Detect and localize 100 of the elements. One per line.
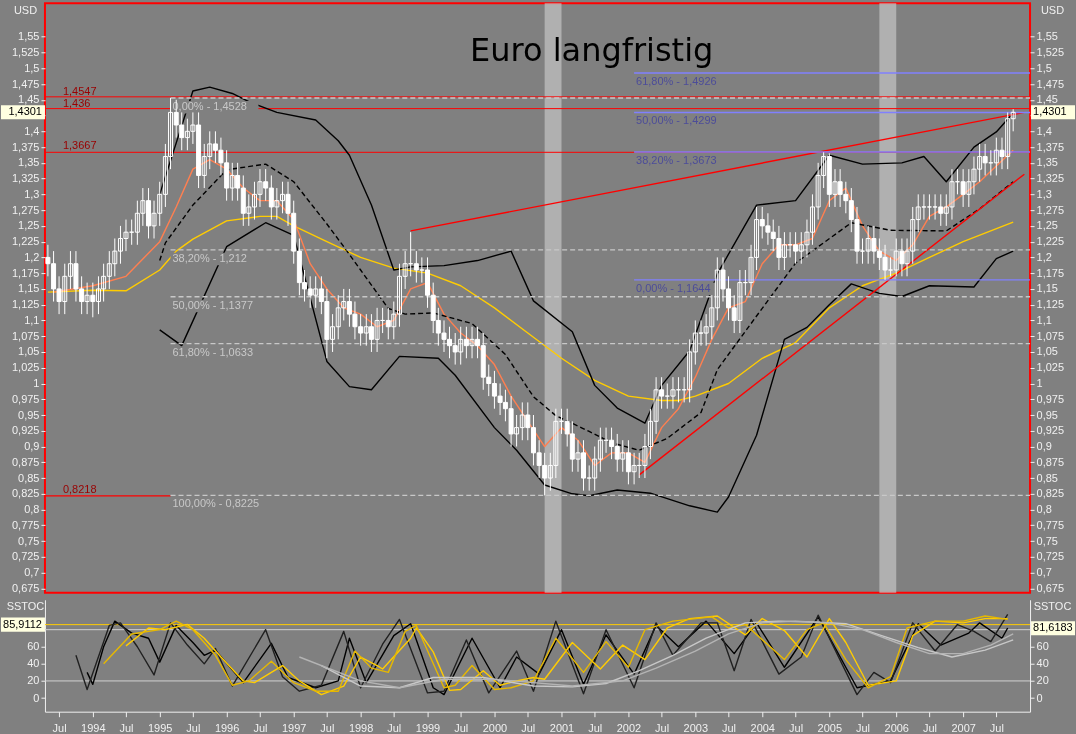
y2-tick-label: 0,8	[1036, 503, 1052, 516]
y-tick-label: 0,75	[18, 534, 40, 547]
x-tick-label: 2002	[616, 722, 642, 734]
text: Euro langfristig	[470, 31, 714, 70]
y2-tick-label: 1	[1036, 376, 1043, 389]
y2-tick-label: 40	[1036, 657, 1049, 670]
x-tick-label: Jul	[989, 722, 1004, 734]
x-tick-label: Jul	[454, 722, 469, 734]
y2-tick-label: 0,975	[1036, 392, 1064, 405]
y-tick-label: 0	[33, 691, 40, 704]
y2-tick-label: 1,55	[1036, 30, 1058, 43]
y2-tick-label: 0,95	[1036, 408, 1058, 421]
y-tick-label: 0,925	[12, 424, 40, 437]
x-tick-label: Jul	[387, 722, 402, 734]
y-tick-label: 1	[33, 376, 40, 389]
x-tick-label: Jul	[855, 722, 871, 734]
x-tick-label: 2003	[683, 722, 709, 734]
x-tick-label: Jul	[521, 722, 536, 734]
y2-tick-label: 1,1	[1036, 313, 1052, 326]
y2-tick-label: 1,4	[1036, 124, 1052, 137]
y2-tick-label: 0,675	[1036, 581, 1064, 594]
y2-tick-label: 1,45	[1036, 93, 1058, 106]
x-tick-label: 1996	[214, 722, 240, 734]
y-tick-label: 1,275	[12, 203, 40, 216]
text: 1,4301	[1033, 105, 1067, 118]
y2-axis-title: SSTOC	[1033, 600, 1072, 613]
x-tick-label: Jul	[186, 722, 201, 734]
x-tick-label: 2004	[750, 722, 775, 734]
annotation: 50,00% - 1,1377	[172, 298, 254, 311]
annotation: 100,00% - 0,8225	[172, 497, 260, 510]
ref-line-label: 1,436	[62, 96, 91, 109]
y-tick-label: 1,375	[12, 140, 40, 153]
y2-tick-label: 1,35	[1036, 156, 1058, 169]
y-tick-label: 1,225	[12, 235, 40, 248]
y-tick-label: 1,325	[12, 172, 40, 185]
y-tick-label: 1,025	[12, 361, 40, 374]
x-tick-label: 1997	[282, 722, 307, 734]
y-tick-label: 20	[27, 674, 40, 687]
y-tick-label: 1,5	[24, 61, 40, 74]
y-tick-label: 1,075	[12, 329, 40, 342]
y2-tick-label: 1,25	[1036, 219, 1058, 232]
y2-tick-label: 1,5	[1036, 61, 1052, 74]
y-tick-label: 0,675	[12, 581, 40, 594]
x-tick-label: Jul	[119, 722, 134, 734]
x-tick-label: 1994	[81, 722, 106, 734]
y2-tick-label: 0,85	[1036, 471, 1058, 484]
y2-tick-label: 1,325	[1036, 172, 1064, 185]
y-tick-label: 1,25	[18, 219, 40, 232]
y-tick-label: 40	[27, 657, 40, 670]
x-tick-label: Jul	[253, 722, 268, 734]
y-axis-title: SSTOC	[6, 600, 45, 613]
y2-axis-title: USD	[1040, 3, 1065, 16]
x-tick-label: Jul	[320, 722, 335, 734]
y-tick-label: 1,125	[12, 298, 40, 311]
x-tick-label: 2001	[549, 722, 575, 734]
x-tick-label: Jul	[721, 722, 737, 734]
y2-tick-label: 1,3	[1036, 187, 1052, 200]
y-tick-label: 1,05	[18, 345, 40, 358]
y-tick-label: 1,2	[24, 250, 40, 263]
annotation: 0,8218	[62, 482, 97, 495]
y2-tick-label: 1,175	[1036, 266, 1064, 279]
y-tick-label: 1,1	[24, 313, 40, 326]
y2-tick-label: 1,275	[1036, 203, 1064, 216]
y2-tick-label: 0,75	[1036, 534, 1058, 547]
x-tick-label: Jul	[52, 722, 67, 734]
annotation: 61,80% - 1,0633	[172, 345, 254, 358]
y-tick-label: 1,35	[18, 156, 40, 169]
y-tick-label: 0,775	[12, 518, 40, 531]
y2-tick-label: 20	[1036, 674, 1049, 687]
y-tick-label: 1,3	[24, 187, 40, 200]
y2-tick-label: 1,125	[1036, 298, 1064, 311]
y2-tick-label: 0,7	[1036, 566, 1052, 579]
y-tick-label: 0,725	[12, 550, 40, 563]
x-tick-label: 1995	[148, 722, 173, 734]
y-tick-label: 0,825	[12, 487, 40, 500]
x-tick-label: Jul	[922, 722, 937, 734]
x-tick-label: 2005	[817, 722, 843, 734]
y-tick-label: 60	[27, 640, 40, 653]
ref-line-label: 1,4547	[62, 84, 97, 97]
x-tick-label: 2007	[951, 722, 976, 734]
y-tick-label: 0,875	[12, 455, 40, 468]
x-tick-label: 1998	[348, 722, 374, 734]
annotation: 85,9112	[3, 617, 42, 630]
y-tick-label: 1,4	[24, 124, 40, 137]
y-tick-label: 0,7	[24, 566, 40, 579]
y2-tick-label: 1,05	[1036, 345, 1058, 358]
y2-tick-label: 0,925	[1036, 424, 1064, 437]
y2-tick-label: 1,025	[1036, 361, 1064, 374]
x-tick-label: Jul	[655, 722, 670, 734]
y-tick-label: 1,525	[12, 46, 40, 59]
y-tick-label: 1,15	[18, 282, 40, 295]
y-tick-label: 0,85	[18, 471, 40, 484]
y2-tick-label: 0,875	[1036, 455, 1064, 468]
y2-tick-label: 0,775	[1036, 518, 1064, 531]
y-tick-label: 0,975	[12, 392, 40, 405]
annotation: 81,6183	[1033, 621, 1073, 634]
y-tick-label: 0,9	[24, 440, 40, 453]
y-tick-label: 0,8	[24, 503, 40, 516]
y-axis-title: USD	[13, 3, 38, 16]
y2-tick-label: 1,15	[1036, 282, 1058, 295]
